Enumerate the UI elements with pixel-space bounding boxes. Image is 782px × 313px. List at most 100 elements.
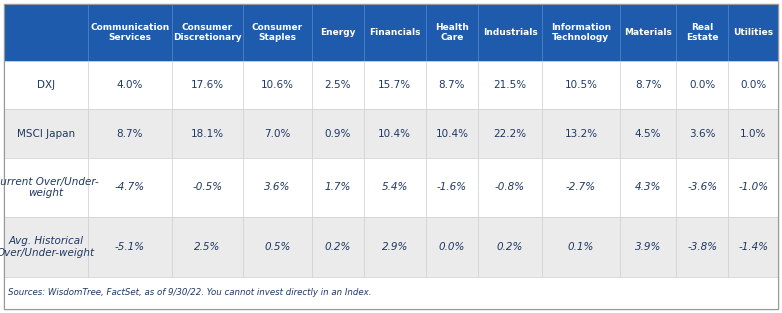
Text: -3.8%: -3.8% [687,242,717,252]
Bar [425,61,478,110]
Text: 21.5%: 21.5% [493,80,526,90]
Text: -1.4%: -1.4% [738,242,768,252]
Text: -2.7%: -2.7% [566,182,596,192]
Text: 8.7%: 8.7% [439,80,465,90]
Text: 3.9%: 3.9% [635,242,662,252]
Text: -3.6%: -3.6% [687,182,717,192]
Bar [311,158,364,217]
Bar [425,4,478,61]
Text: 8.7%: 8.7% [635,80,662,90]
Text: 2.5%: 2.5% [325,80,351,90]
Bar [478,217,542,277]
Bar [425,110,478,158]
Bar [425,217,478,277]
Bar [364,61,425,110]
Text: 10.5%: 10.5% [565,80,597,90]
Text: Current Over/Under-
weight: Current Over/Under- weight [0,177,99,198]
Bar [620,217,676,277]
Text: Consumer
Discretionary: Consumer Discretionary [173,23,242,42]
Text: -4.7%: -4.7% [115,182,145,192]
Text: 0.9%: 0.9% [325,129,351,139]
Bar [478,158,542,217]
Bar [171,158,243,217]
Text: Industrials: Industrials [482,28,537,37]
Text: Health
Care: Health Care [435,23,469,42]
Bar [676,61,729,110]
Bar [729,61,778,110]
Text: 0.2%: 0.2% [497,242,523,252]
Text: 5.4%: 5.4% [382,182,408,192]
Bar [311,61,364,110]
Text: 22.2%: 22.2% [493,129,526,139]
Text: Utilities: Utilities [734,28,773,37]
Text: 17.6%: 17.6% [191,80,224,90]
Text: 0.2%: 0.2% [325,242,351,252]
Bar [243,217,311,277]
Bar [88,4,171,61]
Bar [171,4,243,61]
Bar [243,158,311,217]
Bar [4,110,88,158]
Text: 3.6%: 3.6% [689,129,716,139]
Text: Real
Estate: Real Estate [686,23,719,42]
Text: -0.5%: -0.5% [192,182,222,192]
Text: 2.5%: 2.5% [194,242,221,252]
Text: -1.6%: -1.6% [437,182,467,192]
Bar [243,4,311,61]
Text: 4.5%: 4.5% [635,129,662,139]
Text: Materials: Materials [624,28,672,37]
Text: 1.0%: 1.0% [740,129,766,139]
Bar [676,217,729,277]
Text: 0.0%: 0.0% [740,80,766,90]
Bar [88,110,171,158]
Text: Information
Technology: Information Technology [551,23,611,42]
Bar [676,158,729,217]
Bar [425,158,478,217]
Bar [171,110,243,158]
Text: MSCI Japan: MSCI Japan [17,129,75,139]
Bar [542,158,620,217]
Bar [171,61,243,110]
Text: 18.1%: 18.1% [191,129,224,139]
Bar [478,4,542,61]
Bar [171,217,243,277]
Bar [4,158,88,217]
Text: Energy: Energy [320,28,356,37]
Bar [729,158,778,217]
Bar [311,110,364,158]
Text: 13.2%: 13.2% [565,129,597,139]
Text: 10.4%: 10.4% [436,129,468,139]
Text: 2.9%: 2.9% [382,242,408,252]
Text: 10.6%: 10.6% [260,80,294,90]
Text: Avg. Historical
Over/Under-weight: Avg. Historical Over/Under-weight [0,236,95,258]
Text: Sources: WisdomTree, FactSet, as of 9/30/22. You cannot invest directly in an In: Sources: WisdomTree, FactSet, as of 9/30… [8,289,371,297]
Bar [311,4,364,61]
Text: -0.8%: -0.8% [495,182,525,192]
Text: 8.7%: 8.7% [117,129,143,139]
Text: -1.0%: -1.0% [738,182,768,192]
Bar [676,4,729,61]
Text: 15.7%: 15.7% [378,80,411,90]
Bar [620,110,676,158]
Bar [478,61,542,110]
Text: 0.1%: 0.1% [568,242,594,252]
Text: 1.7%: 1.7% [325,182,351,192]
Text: 0.0%: 0.0% [689,80,716,90]
Text: 4.0%: 4.0% [117,80,143,90]
Bar [243,110,311,158]
Bar [4,277,778,309]
Bar [542,217,620,277]
Bar [4,217,88,277]
Bar [542,4,620,61]
Text: 7.0%: 7.0% [264,129,290,139]
Bar [729,110,778,158]
Bar [311,217,364,277]
Bar [243,61,311,110]
Text: 0.5%: 0.5% [264,242,290,252]
Bar [364,110,425,158]
Bar [88,158,171,217]
Text: Financials: Financials [369,28,421,37]
Text: Consumer
Staples: Consumer Staples [252,23,303,42]
Bar [729,4,778,61]
Bar [676,110,729,158]
